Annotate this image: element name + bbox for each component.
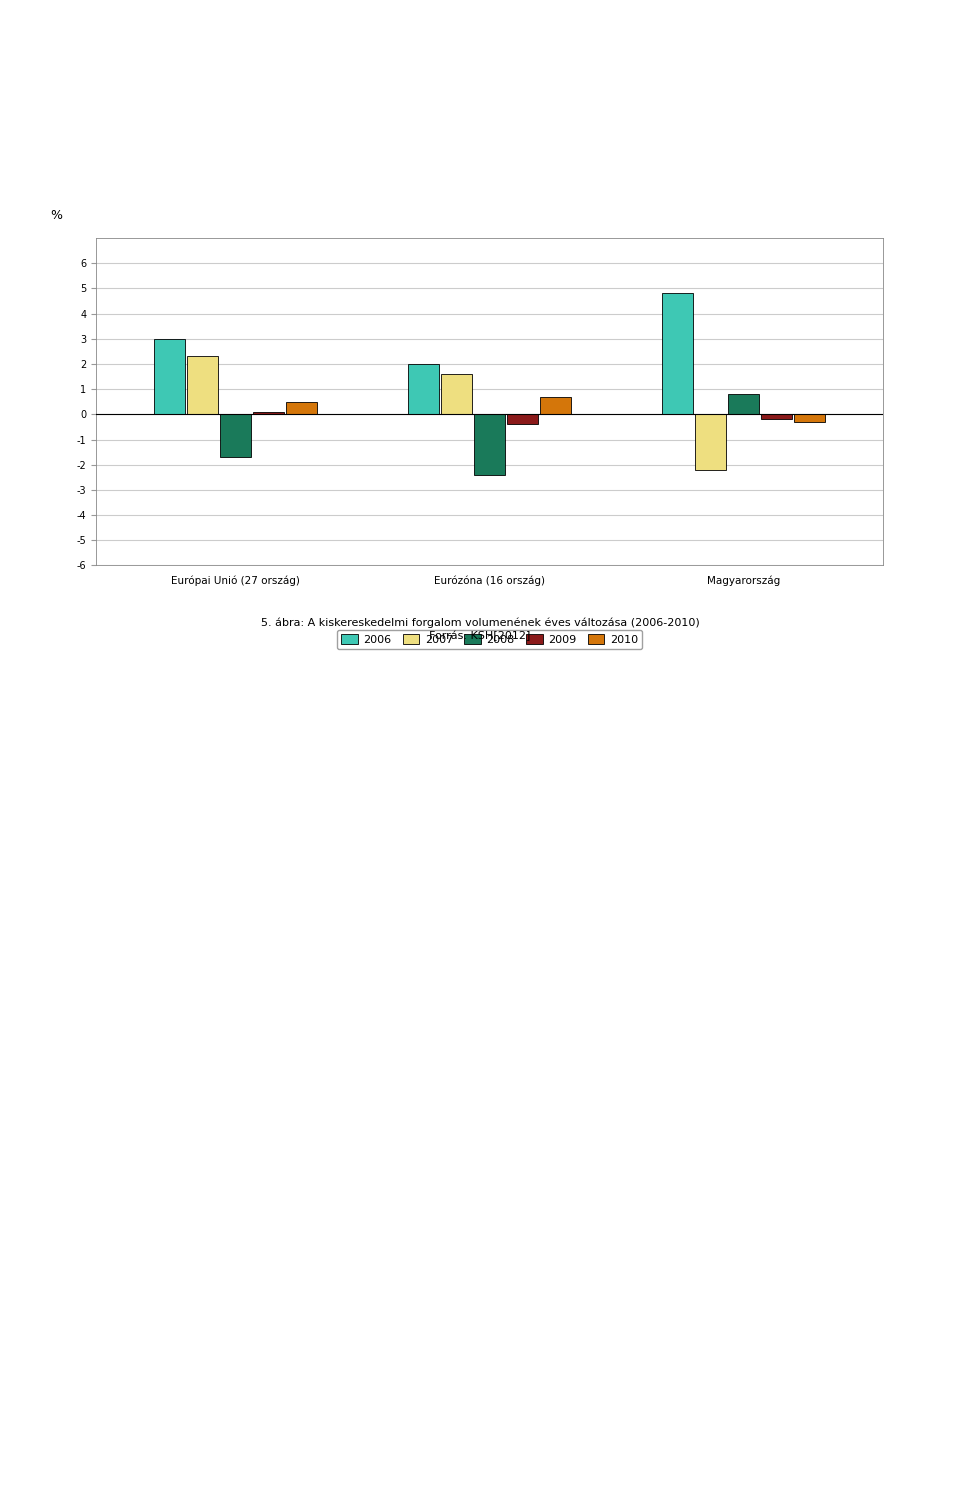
Bar [408,365,440,414]
Bar [187,357,218,414]
Text: 5. ábra: A kiskereskedelmi forgalom volumenének éves változása (2006-2010): 5. ábra: A kiskereskedelmi forgalom volu… [260,618,700,628]
Bar [154,339,185,414]
Bar [220,414,252,457]
Bar [661,293,693,414]
Bar [253,412,284,414]
Bar [474,414,505,475]
Bar [540,397,571,414]
Bar [728,394,759,414]
Text: Forrás: KSH[2012]: Forrás: KSH[2012] [429,631,531,641]
Bar [695,414,726,470]
Bar [507,414,539,424]
Bar [794,414,826,423]
Legend: 2006, 2007, 2008, 2009, 2010: 2006, 2007, 2008, 2009, 2010 [337,629,642,649]
Bar [441,373,472,414]
Bar [286,402,318,414]
Bar [761,414,792,420]
Y-axis label: %: % [51,208,62,222]
